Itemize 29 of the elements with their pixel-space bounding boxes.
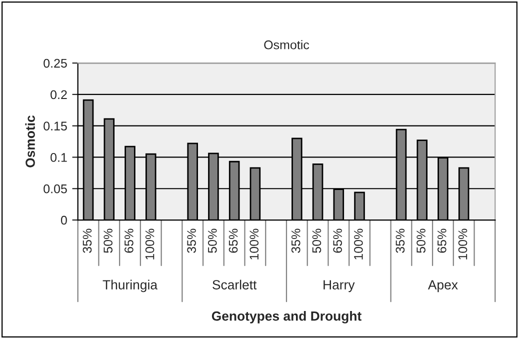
x-tick-label: 50% (208, 228, 217, 253)
y-axis-title: Osmotic (25, 116, 35, 168)
x-tick-label: 65% (437, 228, 446, 253)
x-tick-label: 50% (104, 228, 112, 253)
x-tick-label: 65% (333, 228, 342, 253)
x-tick-label: 100% (250, 228, 259, 260)
chart-title: Osmotic (264, 40, 310, 50)
x-tick-label: 100% (354, 228, 363, 260)
x-tick-label: 50% (312, 228, 322, 253)
x-tick-label: 100% (458, 228, 468, 260)
x-axis-title: Genotypes and Drought (212, 311, 362, 324)
text: Harry (324, 280, 355, 292)
y-tick-label: 0 (60, 216, 67, 225)
y-tick-label: 0.1 (50, 153, 67, 162)
x-tick-label: 35% (291, 228, 300, 253)
x-tick-label: 65% (124, 228, 134, 253)
x-tick-label: 65% (228, 228, 238, 253)
y-tick-label: 0.05 (44, 184, 67, 194)
x-tick-label: 35% (82, 228, 92, 253)
y-tick-label: 0.2 (50, 90, 67, 100)
text: Scarlett (212, 280, 257, 290)
x-tick-label: 50% (416, 228, 426, 253)
x-tick-label: 100% (145, 228, 154, 260)
text: Thuringia (102, 280, 158, 292)
text: Apex (428, 280, 458, 292)
y-tick-label: 0.15 (44, 122, 67, 130)
x-tick-label: 35% (187, 228, 196, 253)
y-tick-label: 0.25 (44, 58, 67, 68)
x-tick-label: 35% (396, 228, 405, 253)
